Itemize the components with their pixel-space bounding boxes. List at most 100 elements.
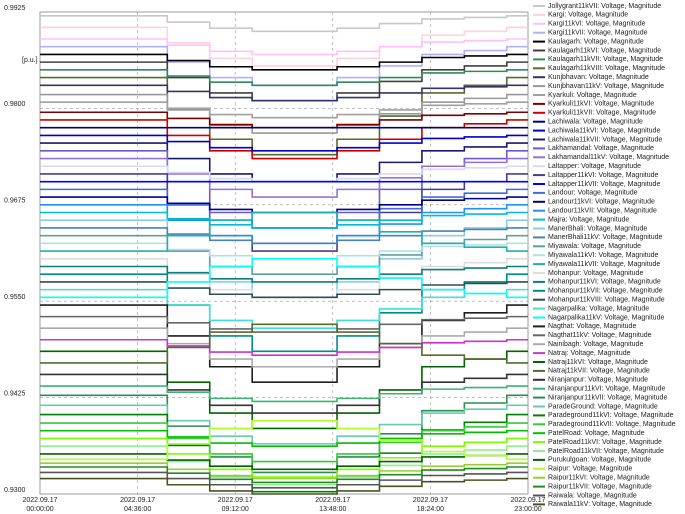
legend-label: Laltapper11kVI: Voltage, Magnitude [548, 172, 659, 179]
legend-label: Raipur: Voltage, Magnitude [548, 466, 633, 473]
legend-label: Natraj11kVII: Voltage, Magnitude [548, 368, 650, 375]
legend-label: Nagarpalika11kV: Voltage, Magnitude [548, 314, 664, 321]
legend-label: Landour11kVI: Voltage, Magnitude [548, 199, 655, 206]
series-line [40, 53, 528, 71]
series-line [40, 134, 528, 152]
series-line [40, 422, 528, 463]
legend-label: Natraj11kVI: Voltage, Magnitude [548, 359, 648, 366]
series-line [40, 257, 528, 299]
legend-label: Paradeground11kVI: Voltage, Magnitude [548, 412, 674, 419]
x-tick-label: 2022.09.17 13:48:00 [315, 497, 350, 513]
series-line [40, 101, 528, 119]
legend-label: Landour11kVII: Voltage, Magnitude [548, 208, 657, 215]
series-line [40, 119, 528, 160]
legend-label: Kyarkuli11kVII: Voltage, Magnitude [548, 110, 656, 117]
series-line [40, 211, 528, 229]
legend-label: Nagthat11kV: Voltage, Magnitude [548, 332, 652, 339]
legend-label: Raiwala11kV: Voltage, Magnitude [548, 501, 652, 508]
legend-label: Mohanpur11kVIII: Voltage, Magnitude [548, 297, 665, 304]
legend-label: Raipur11kVI: Voltage, Magnitude [548, 475, 650, 482]
legend-label: Raipur11kVII: Voltage, Magnitude [548, 483, 652, 490]
series-line [40, 471, 528, 489]
legend-label: ParadeGround: Voltage, Magnitude [548, 403, 658, 410]
legend-label: Laltapper: Voltage, Magnitude [548, 163, 641, 170]
legend-label: Kargi: Voltage, Magnitude [548, 12, 628, 19]
legend-label: Mohanpur11kVI: Voltage, Magnitude [548, 279, 661, 286]
legend-label: Miyawala: Voltage, Magnitude [548, 243, 641, 250]
series-line [40, 93, 528, 134]
legend-label: Miyawala11kVII: Voltage, Magnitude [548, 261, 660, 268]
legend-label: ManerBhali: Voltage, Magnitude [548, 225, 647, 232]
series-line [40, 323, 528, 364]
legend-label: Lachiwala: Voltage, Magnitude [548, 119, 643, 126]
legend-label: Kaulagarh11kVIII: Voltage, Magnitude [548, 65, 665, 72]
legend-label: Kaulagarh: Voltage, Magnitude [548, 38, 644, 45]
legend-label: Natraj: Voltage, Magnitude [548, 350, 631, 357]
y-tick-label: 0.9300 [4, 487, 26, 494]
legend-label: Majra: Voltage, Magnitude [548, 216, 629, 223]
legend-label: Niranjanpur: Voltage, Magnitude [548, 377, 648, 384]
legend-label: Kyarkuli11kVI: Voltage, Magnitude [548, 101, 654, 108]
series-line [40, 157, 528, 198]
legend-label: Lakhamandal11kV: Voltage, Magnitude [548, 154, 669, 161]
legend-label: Mohanpur: Voltage, Magnitude [548, 270, 643, 277]
legend-label: Kargi11kVII: Voltage, Magnitude [548, 30, 648, 37]
y-axis-label: [p.u.] [22, 57, 38, 64]
legend-label: Kunjbhavan11kV: Voltage, Magnitude [548, 83, 664, 90]
legend-label: Purukulgoan: Voltage, Magnitude [548, 457, 651, 464]
x-tick-label: 2022.09.17 09:12:00 [218, 497, 253, 513]
legend-label: Kunjbhavan: Voltage, Magnitude [548, 74, 649, 81]
legend-label: Lakhamandal: Voltage, Magnitude [548, 145, 654, 152]
y-tick-label: 0.9425 [4, 390, 26, 397]
legend-label: Jollygrant11kVII: Voltage, Magnitude [548, 3, 661, 10]
legend-label: Nainibagh: Voltage, Magnitude [548, 341, 643, 348]
legend-label: Mohanpur11kVII: Voltage, Magnitude [548, 288, 663, 295]
legend-label: Paradeground11kVII: Voltage, Magnitude [548, 421, 676, 428]
series-line [40, 173, 528, 252]
series-line [40, 304, 528, 383]
y-tick-label: 0.9675 [4, 198, 26, 205]
series-line [40, 373, 528, 414]
series-line [40, 38, 528, 56]
series-line [40, 227, 528, 245]
series-line [40, 15, 528, 33]
series-line [40, 338, 528, 356]
legend-label: Kyarkuli: Voltage, Magnitude [548, 92, 637, 99]
series-line [40, 211, 528, 252]
series-line [40, 69, 528, 87]
legend-label: Landour: Voltage, Magnitude [548, 190, 638, 197]
x-tick-label: 2022.09.17 23:00:00 [510, 497, 545, 513]
y-tick-label: 0.9550 [4, 294, 26, 301]
legend-label: Laltapper11kVII: Voltage, Magnitude [548, 181, 660, 188]
series-line [40, 477, 528, 495]
legend-label: PatelRoad11kVI: Voltage, Magnitude [548, 439, 662, 446]
series-line [40, 327, 528, 368]
legend-label: Nagthat: Voltage, Magnitude [548, 323, 636, 330]
series-line [40, 466, 528, 484]
series-line [40, 265, 528, 283]
legend-label: Raiwala: Voltage, Magnitude [548, 492, 637, 499]
legend-label: Niranjanpur11kVI: Voltage, Magnitude [548, 386, 665, 393]
legend-label: Miyawala11kVI: Voltage, Magnitude [548, 252, 658, 259]
y-tick-label: 0.9800 [4, 101, 26, 108]
legend-label: PatelRoad11kVII: Voltage, Magnitude [548, 448, 664, 455]
legend-label: Niranjanpur11kVII: Voltage, Magnitude [548, 394, 667, 401]
plot-area [39, 11, 529, 495]
series-line [40, 84, 528, 102]
legend-label: ManerBhali11kV: Voltage, Magnitude [548, 234, 663, 241]
legend-label: Kaulagarh11kVII: Voltage, Magnitude [548, 56, 663, 63]
series-line [40, 429, 528, 447]
series-line [40, 419, 528, 461]
legend-label: Lachiwala11kVI: Voltage, Magnitude [548, 127, 660, 134]
y-tick-label: 0.9925 [4, 5, 26, 12]
x-tick-label: 2022.09.17 04:36:00 [120, 497, 155, 513]
legend-label: Lachiwala11kVII: Voltage, Magnitude [548, 136, 662, 143]
legend-label: Kargi11kVI: Voltage, Magnitude [548, 21, 646, 28]
legend-label: Nagarpalika: Voltage, Magnitude [548, 305, 649, 312]
series-line [40, 385, 528, 403]
x-tick-label: 2022.09.17 18:24:00 [413, 497, 448, 513]
legend-label: PatelRoad: Voltage, Magnitude [548, 430, 645, 437]
x-tick-label: 2022.09.17 00:00:00 [22, 497, 57, 513]
legend-label: Kaulagarh11kVI: Voltage, Magnitude [548, 47, 661, 54]
